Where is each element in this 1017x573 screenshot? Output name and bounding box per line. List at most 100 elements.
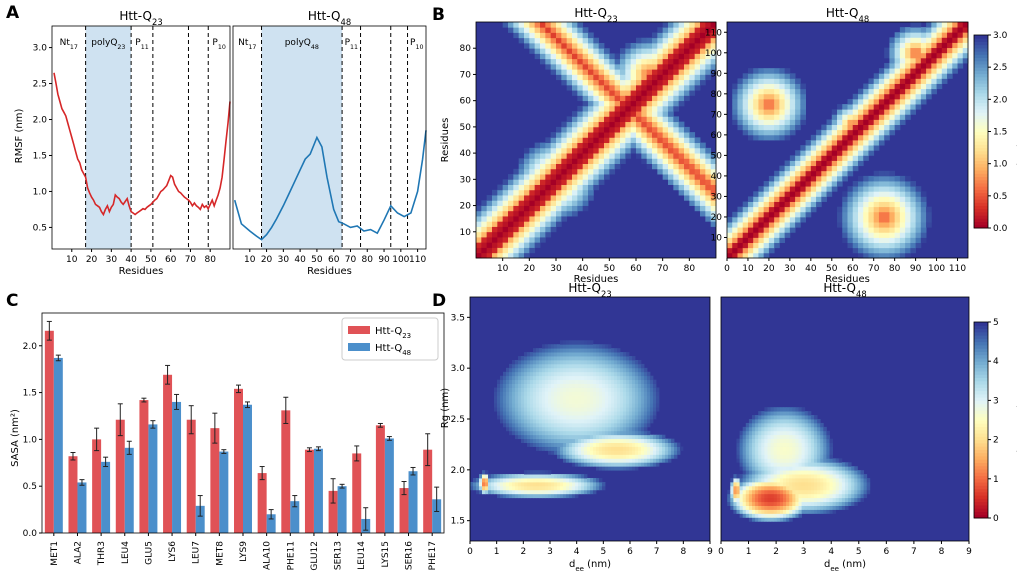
heatmap-cell — [748, 446, 753, 451]
plot-frame — [41, 312, 445, 534]
heatmap-cell — [733, 478, 737, 483]
heatmap-cell — [878, 104, 885, 110]
heatmap-cell — [926, 27, 932, 33]
heatmap-cell — [609, 126, 616, 133]
heatmap-cell — [920, 47, 927, 54]
heatmap-cell — [596, 391, 600, 396]
heatmap-cell — [878, 196, 885, 202]
heatmap-cell — [705, 216, 712, 222]
heatmap-cell — [548, 344, 552, 349]
bar-q48 — [195, 505, 205, 533]
heatmap-cell — [596, 430, 600, 436]
heatmap-cell — [605, 407, 609, 412]
heatmap-cell — [852, 165, 859, 172]
heatmap-cell — [630, 42, 637, 49]
heatmap-cell — [748, 426, 753, 432]
heatmap-cell — [491, 481, 495, 487]
heatmap-cell — [857, 196, 864, 202]
heatmap-cell — [798, 415, 802, 420]
heatmap-cell — [784, 201, 791, 208]
heatmap-cell — [761, 450, 765, 455]
colorbar-segment — [974, 154, 988, 158]
heatmap-cell — [599, 481, 603, 487]
heatmap-cell — [792, 501, 796, 506]
heatmap-cell — [578, 430, 582, 436]
heatmap-cell — [905, 68, 911, 74]
heatmap-cell — [678, 53, 685, 60]
heatmap-cell — [534, 231, 541, 238]
heatmap-cell — [770, 419, 775, 424]
heatmap-cell — [770, 509, 775, 514]
heatmap-cell — [770, 422, 775, 428]
heatmap-cell — [604, 132, 610, 138]
heatmap-cell — [602, 391, 606, 396]
heatmap-cell — [733, 489, 737, 495]
heatmap-cell — [509, 426, 513, 432]
heatmap-cell — [561, 126, 568, 133]
heatmap-cell — [518, 395, 522, 400]
heatmap-cell — [521, 403, 525, 408]
heatmap-cell — [509, 489, 513, 495]
heatmap-cell — [878, 181, 885, 187]
heatmap-cell — [614, 95, 621, 102]
heatmap-cell — [629, 426, 633, 432]
heatmap-cell — [508, 205, 514, 212]
heatmap-cell — [513, 237, 520, 243]
heatmap-cell — [710, 58, 717, 65]
heatmap-cell — [625, 100, 632, 107]
heatmap-cell — [894, 93, 901, 100]
heatmap-cell — [563, 446, 567, 451]
x-axis-label: dee (nm) — [569, 559, 611, 573]
heatmap-cell — [652, 42, 658, 49]
heatmap-cell — [915, 52, 922, 59]
heatmap-cell — [768, 191, 775, 197]
heatmap-cell — [789, 83, 796, 90]
heatmap-cell — [494, 478, 498, 483]
bar-q48 — [290, 501, 300, 533]
heatmap-cell — [773, 462, 778, 467]
heatmap-cell — [650, 383, 654, 388]
heatmap-cell — [684, 58, 690, 65]
heatmap-cell — [512, 403, 516, 408]
heatmap-cell — [596, 387, 600, 392]
heatmap-cell — [737, 216, 744, 223]
heatmap-cell — [884, 211, 890, 218]
heatmap-cell — [518, 399, 522, 404]
heatmap-cell — [768, 232, 775, 238]
heatmap-cell — [497, 403, 501, 408]
heatmap-cell — [779, 134, 786, 141]
heatmap-cell — [620, 53, 626, 60]
heatmap-cell — [577, 189, 584, 196]
heatmap-cell — [550, 27, 557, 33]
heatmap-cell — [910, 63, 917, 69]
heatmap-cell — [542, 489, 546, 495]
heatmap-cell — [784, 216, 791, 223]
heatmap-cell — [653, 383, 657, 388]
heatmap-cell — [587, 403, 591, 408]
heatmap-cell — [563, 356, 567, 361]
heatmap-cell — [776, 497, 781, 503]
heatmap-cell — [542, 367, 546, 373]
heatmap-cell — [497, 391, 501, 396]
heatmap-cell — [878, 98, 885, 105]
heatmap-cell — [668, 174, 674, 180]
heatmap-cell — [508, 184, 514, 191]
heatmap-cell — [776, 442, 781, 447]
heatmap-cell — [560, 489, 564, 495]
colorbar-segment — [974, 192, 988, 197]
heatmap-cell — [588, 48, 594, 54]
heatmap-cell — [630, 90, 637, 96]
heatmap-cell — [542, 426, 546, 432]
heatmap-cell — [773, 505, 778, 510]
heatmap-cell — [593, 383, 597, 388]
colorbar-label: Distance (nm) — [1015, 96, 1017, 167]
heatmap-cell — [588, 37, 594, 44]
y-tick-label: 1.5 — [33, 151, 47, 161]
heatmap-cell — [646, 111, 653, 117]
heatmap-cell — [530, 426, 534, 432]
heatmap-cell — [524, 489, 528, 495]
heatmap-cell — [593, 462, 597, 467]
y-tick-label: 3.0 — [451, 364, 466, 374]
heatmap-cell — [508, 216, 514, 222]
heatmap-cell — [599, 411, 603, 416]
